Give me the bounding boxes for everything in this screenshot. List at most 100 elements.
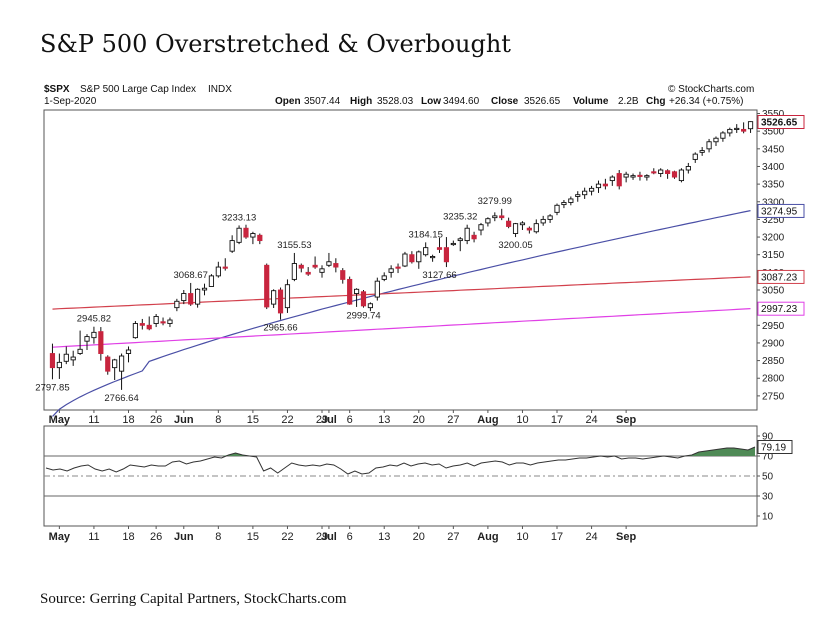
candlestick — [588, 185, 595, 196]
rsi-tag: 79.19 — [757, 440, 793, 454]
date-tick-label: 26 — [150, 414, 162, 426]
candlestick — [409, 251, 415, 264]
rsi-date-tick-label: Jul — [321, 531, 337, 543]
rsi-date-tick-label: May — [49, 531, 71, 543]
date-tick-label: 13 — [378, 414, 390, 426]
candle-body-down — [409, 254, 415, 263]
price-tag-label: 2997.23 — [761, 304, 798, 315]
price-tick-label: 3250 — [762, 215, 785, 226]
candlestick — [457, 237, 463, 252]
rsi-tick-label: 70 — [762, 452, 774, 463]
candle-body-up — [734, 127, 740, 131]
price-tags: 3526.65 3274.95 3087.23 2997.23 — [757, 115, 805, 316]
candlestick — [575, 191, 581, 202]
candle-body-down — [602, 183, 608, 187]
ohlc-high-label: High — [350, 96, 372, 107]
price-tick-label: 2750 — [762, 391, 785, 402]
candlestick — [609, 175, 615, 186]
candle-body-down — [146, 324, 152, 330]
candle-body-up — [271, 290, 277, 305]
candle-body-down — [471, 234, 477, 240]
candlestick — [561, 200, 567, 209]
candle-body-down — [160, 321, 166, 324]
price-annotation: 3127.66 — [422, 270, 456, 281]
date-tick-label: Jun — [174, 414, 194, 426]
candle-body-up — [118, 355, 125, 372]
candle-body-down — [526, 227, 532, 231]
candlestick — [665, 169, 671, 179]
rsi-grid — [44, 455, 757, 497]
candle-body-up — [464, 227, 470, 242]
candlestick — [637, 171, 643, 181]
price-annotations: 2797.85 2945.82 2766.64 3068.67 3233.13 2965.… — [35, 196, 532, 404]
candle-body-up — [609, 176, 615, 182]
date-tick-label: 10 — [516, 414, 528, 426]
candlestick — [464, 224, 470, 245]
candle-body-up — [540, 218, 546, 224]
candlestick — [526, 226, 532, 234]
candlestick — [540, 215, 546, 226]
candle-body-up — [582, 190, 588, 196]
candlestick — [416, 250, 422, 269]
candle-body-down — [436, 247, 443, 250]
candlestick — [132, 321, 138, 339]
price-annotation: 3200.05 — [498, 240, 532, 251]
rsi-tick-label: 50 — [762, 472, 774, 483]
candle-body-up — [402, 253, 408, 267]
candlestick — [713, 136, 719, 146]
candlestick — [167, 317, 173, 328]
price-panel — [43, 109, 758, 411]
date-tick-label: Jul — [321, 414, 337, 426]
candlestick — [49, 343, 56, 380]
rsi-date-tick-label: 20 — [413, 531, 425, 543]
candlesticks — [49, 121, 754, 390]
rsi-tick-label: 30 — [762, 492, 774, 503]
candle-body-down — [443, 247, 450, 263]
rsi-date-tick-label: 22 — [281, 531, 293, 543]
candlestick — [499, 208, 505, 221]
candlestick — [353, 288, 360, 307]
candle-body-down — [222, 266, 228, 269]
candlestick — [153, 314, 159, 328]
candlestick — [305, 267, 311, 276]
candle-body-up — [450, 242, 456, 246]
candle-body-down — [671, 171, 678, 178]
candlestick — [250, 231, 256, 245]
candlestick — [333, 258, 339, 273]
candle-body-up — [132, 323, 138, 339]
candlestick — [395, 263, 401, 274]
date-tick-label: 11 — [88, 414, 99, 426]
page-title: S&P 500 Overstretched & Overbought — [40, 30, 511, 58]
candlestick — [512, 222, 519, 238]
price-tick-label: 3150 — [762, 250, 785, 261]
candlestick — [547, 214, 553, 223]
rsi-date-tick-label: 15 — [247, 531, 259, 543]
candlestick — [312, 256, 318, 269]
date-tick-label: 15 — [247, 414, 259, 426]
candlestick — [139, 318, 145, 330]
candle-body-down — [395, 266, 401, 269]
candle-body-down — [264, 264, 270, 308]
candlestick — [492, 212, 498, 222]
candle-body-up — [326, 261, 332, 266]
candle-body-up — [125, 349, 132, 354]
candle-body-down — [499, 215, 505, 219]
rsi-date-tick-label: 8 — [215, 531, 221, 543]
candle-body-down — [360, 291, 367, 307]
candle-body-up — [547, 215, 553, 220]
candlestick — [595, 180, 602, 193]
candlestick — [257, 233, 263, 245]
candle-body-down — [506, 220, 512, 227]
candlestick — [326, 252, 332, 268]
date-tick-label: 29 — [316, 414, 328, 426]
date-tick-label: Aug — [477, 414, 498, 426]
ohlc-high-value: 3528.03 — [377, 96, 414, 107]
candle-body-up — [658, 169, 664, 174]
ohlc-open-label: Open — [275, 96, 301, 107]
candle-body-down — [665, 170, 671, 174]
date-tick-label: 17 — [551, 414, 563, 426]
candlestick — [582, 187, 588, 199]
candle-body-down — [312, 264, 318, 268]
